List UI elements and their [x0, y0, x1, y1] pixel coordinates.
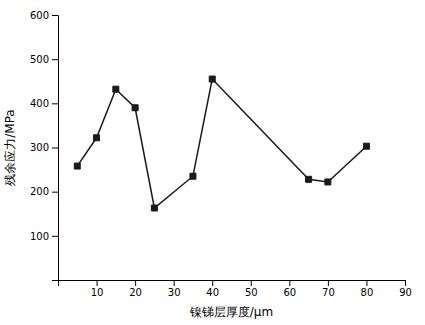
tick-label: 200	[30, 186, 49, 197]
tick: 70	[322, 280, 335, 298]
tick-mark	[174, 280, 175, 286]
tick-mark	[289, 280, 290, 286]
tick-mark	[52, 192, 58, 193]
tick: 80	[361, 280, 374, 298]
tick-label: 500	[30, 54, 49, 65]
tick: 200	[30, 186, 58, 197]
tick-label: 70	[322, 287, 335, 298]
tick-label: 10	[91, 287, 104, 298]
tick-mark	[52, 15, 58, 16]
tick: 400	[30, 98, 58, 109]
tick: 10	[91, 280, 104, 298]
tick: 90	[399, 280, 412, 298]
plot-area: 10 20 30 40 50 60 70 80 90 100 200 300 400 500 600 镍锑层厚…	[3, 10, 412, 319]
tick: 300	[30, 142, 58, 153]
tick: 40	[206, 280, 219, 298]
tick-mark	[52, 59, 58, 60]
marker	[74, 163, 80, 169]
tick-label: 40	[206, 287, 219, 298]
tick-label: 400	[30, 98, 49, 109]
marker	[363, 143, 369, 149]
chart: 10 20 30 40 50 60 70 80 90 100 200 300 400 500 600 镍锑层厚…	[0, 0, 425, 325]
marker	[94, 135, 100, 141]
tick-mark	[52, 280, 58, 281]
tick-label: 30	[168, 287, 181, 298]
tick: 600	[30, 10, 58, 21]
axis-line	[52, 16, 59, 281]
marker	[132, 105, 138, 111]
marker	[209, 76, 215, 82]
tick: 60	[283, 280, 296, 298]
line	[77, 79, 366, 208]
y-axis: 100 200 300 400 500 600	[30, 10, 59, 281]
tick-mark	[52, 148, 58, 149]
tick-label: 600	[30, 10, 49, 21]
marker	[325, 179, 331, 185]
marker	[306, 176, 312, 182]
x-axis: 10 20 30 40 50 60 70 80 90	[59, 280, 412, 298]
tick-mark	[212, 280, 213, 286]
tick-label: 100	[30, 231, 49, 242]
tick-mark	[97, 280, 98, 286]
tick: 500	[30, 54, 58, 65]
tick-mark	[52, 236, 58, 237]
y-axis-title: 残余应力/MPa	[3, 109, 17, 185]
tick-label: 300	[30, 142, 49, 153]
tick: 20	[129, 280, 142, 298]
tick: 30	[168, 280, 181, 298]
axis-line	[59, 281, 406, 287]
tick-mark	[52, 103, 58, 104]
tick-mark	[405, 280, 406, 286]
tick-label: 90	[399, 287, 412, 298]
tick-mark	[328, 280, 329, 286]
tick-label: 60	[283, 287, 296, 298]
tick-mark	[366, 280, 367, 286]
tick-mark	[135, 280, 136, 286]
series	[74, 76, 369, 211]
tick: 50	[245, 280, 258, 298]
marker	[190, 173, 196, 179]
tick: 100	[30, 231, 58, 242]
tick-mark	[251, 280, 252, 286]
tick	[52, 280, 58, 281]
tick-label: 80	[361, 287, 374, 298]
marker	[113, 86, 119, 92]
tick-label: 20	[129, 287, 142, 298]
marker	[151, 205, 157, 211]
tick-label: 50	[245, 287, 258, 298]
x-axis-title: 镍锑层厚度/μm	[189, 305, 273, 319]
